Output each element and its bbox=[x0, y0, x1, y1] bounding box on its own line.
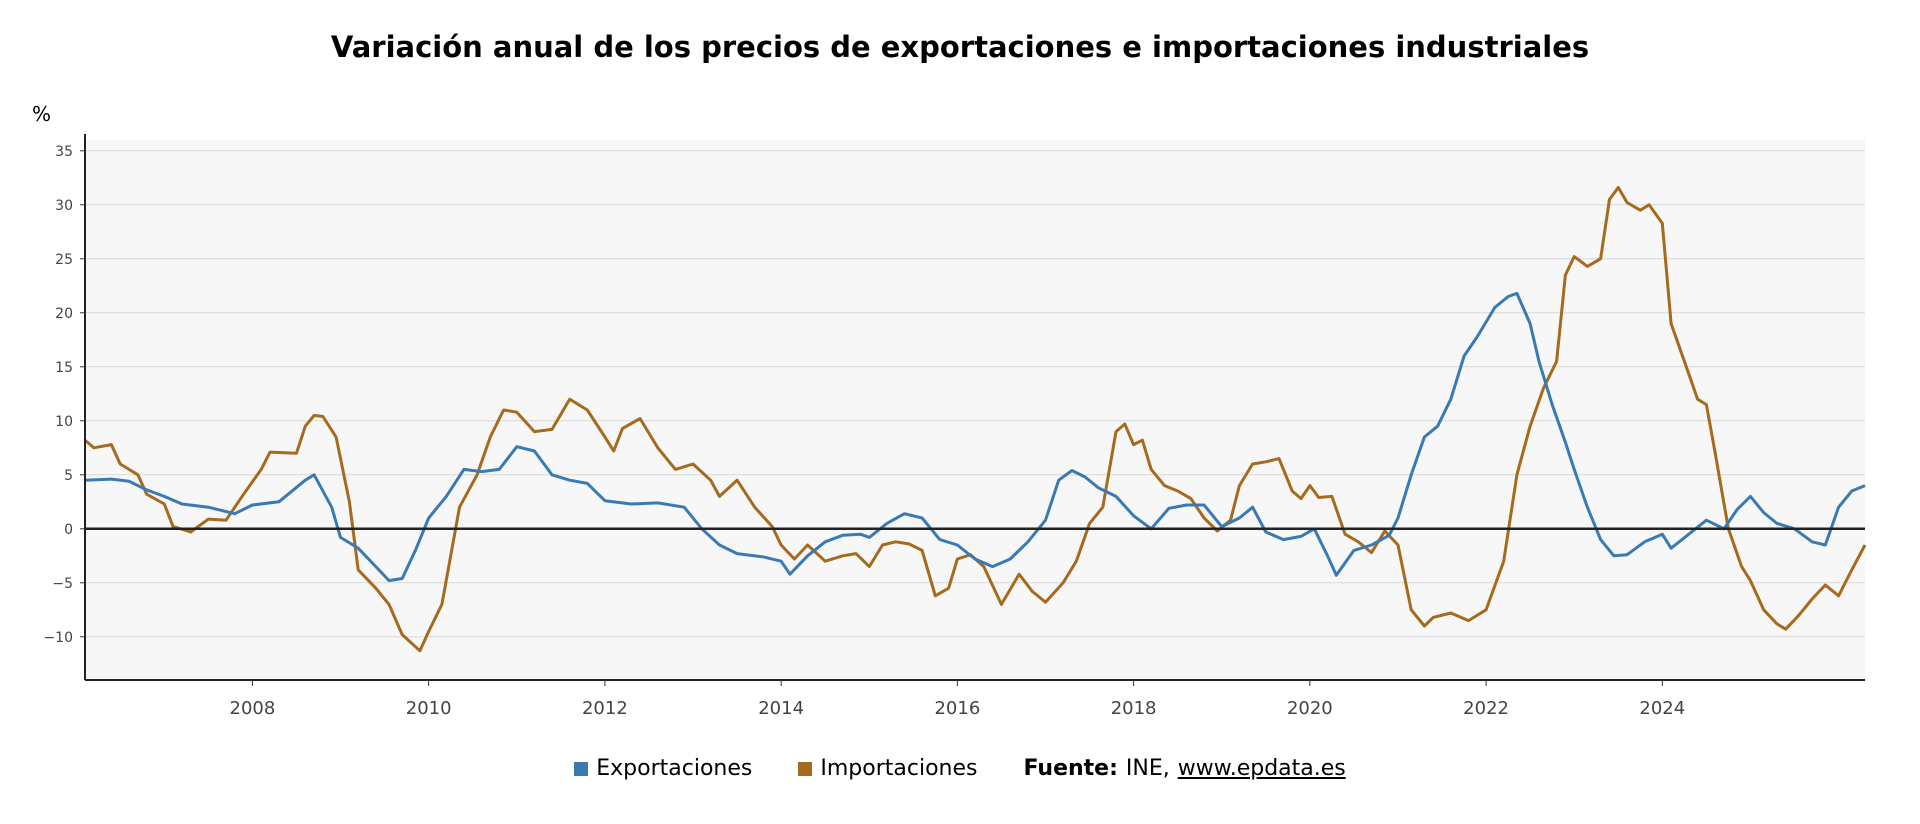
legend-label-importaciones: Importaciones bbox=[820, 756, 978, 781]
y-tick-label: 10 bbox=[55, 414, 73, 430]
y-tick-label: 15 bbox=[55, 360, 73, 376]
y-axis-label: % bbox=[32, 102, 51, 126]
series-line-importaciones bbox=[84, 186, 1867, 653]
legend-item-importaciones[interactable]: Importaciones bbox=[798, 756, 977, 781]
x-tick-label: 2020 bbox=[1287, 698, 1333, 719]
source-link[interactable]: www.epdata.es bbox=[1177, 756, 1346, 781]
legend-item-exportaciones[interactable]: Exportaciones bbox=[574, 756, 752, 781]
x-tick-label: 2010 bbox=[406, 698, 452, 719]
legend-swatch-importaciones bbox=[798, 761, 813, 776]
y-tick-label: 30 bbox=[55, 198, 73, 214]
y-tick-label: −5 bbox=[52, 576, 73, 592]
x-tick-label: 2022 bbox=[1463, 698, 1509, 719]
plot-area bbox=[85, 140, 1865, 680]
x-tick-label: 2024 bbox=[1639, 698, 1685, 719]
x-tick-label: 2018 bbox=[1111, 698, 1157, 719]
y-tick-label: 20 bbox=[55, 306, 73, 322]
y-tick-label: 0 bbox=[64, 522, 73, 538]
source-note: Fuente: INE, www.epdata.es bbox=[1023, 756, 1345, 781]
x-tick-label: 2014 bbox=[758, 698, 804, 719]
y-tick-label: −10 bbox=[43, 630, 73, 646]
x-tick-label: 2008 bbox=[230, 698, 276, 719]
x-tick-label: 2016 bbox=[934, 698, 980, 719]
legend: Exportaciones Importaciones Fuente: INE,… bbox=[0, 756, 1920, 781]
chart-title: Variación anual de los precios de export… bbox=[330, 30, 1590, 64]
y-tick-label: 25 bbox=[55, 252, 73, 268]
source-name: INE, bbox=[1125, 756, 1170, 781]
legend-label-exportaciones: Exportaciones bbox=[596, 756, 753, 781]
source-label: Fuente: bbox=[1023, 756, 1118, 781]
x-tick-label: 2012 bbox=[582, 698, 628, 719]
y-tick-label: 5 bbox=[64, 468, 73, 484]
legend-swatch-exportaciones bbox=[574, 761, 589, 776]
y-tick-label: 35 bbox=[55, 144, 73, 160]
